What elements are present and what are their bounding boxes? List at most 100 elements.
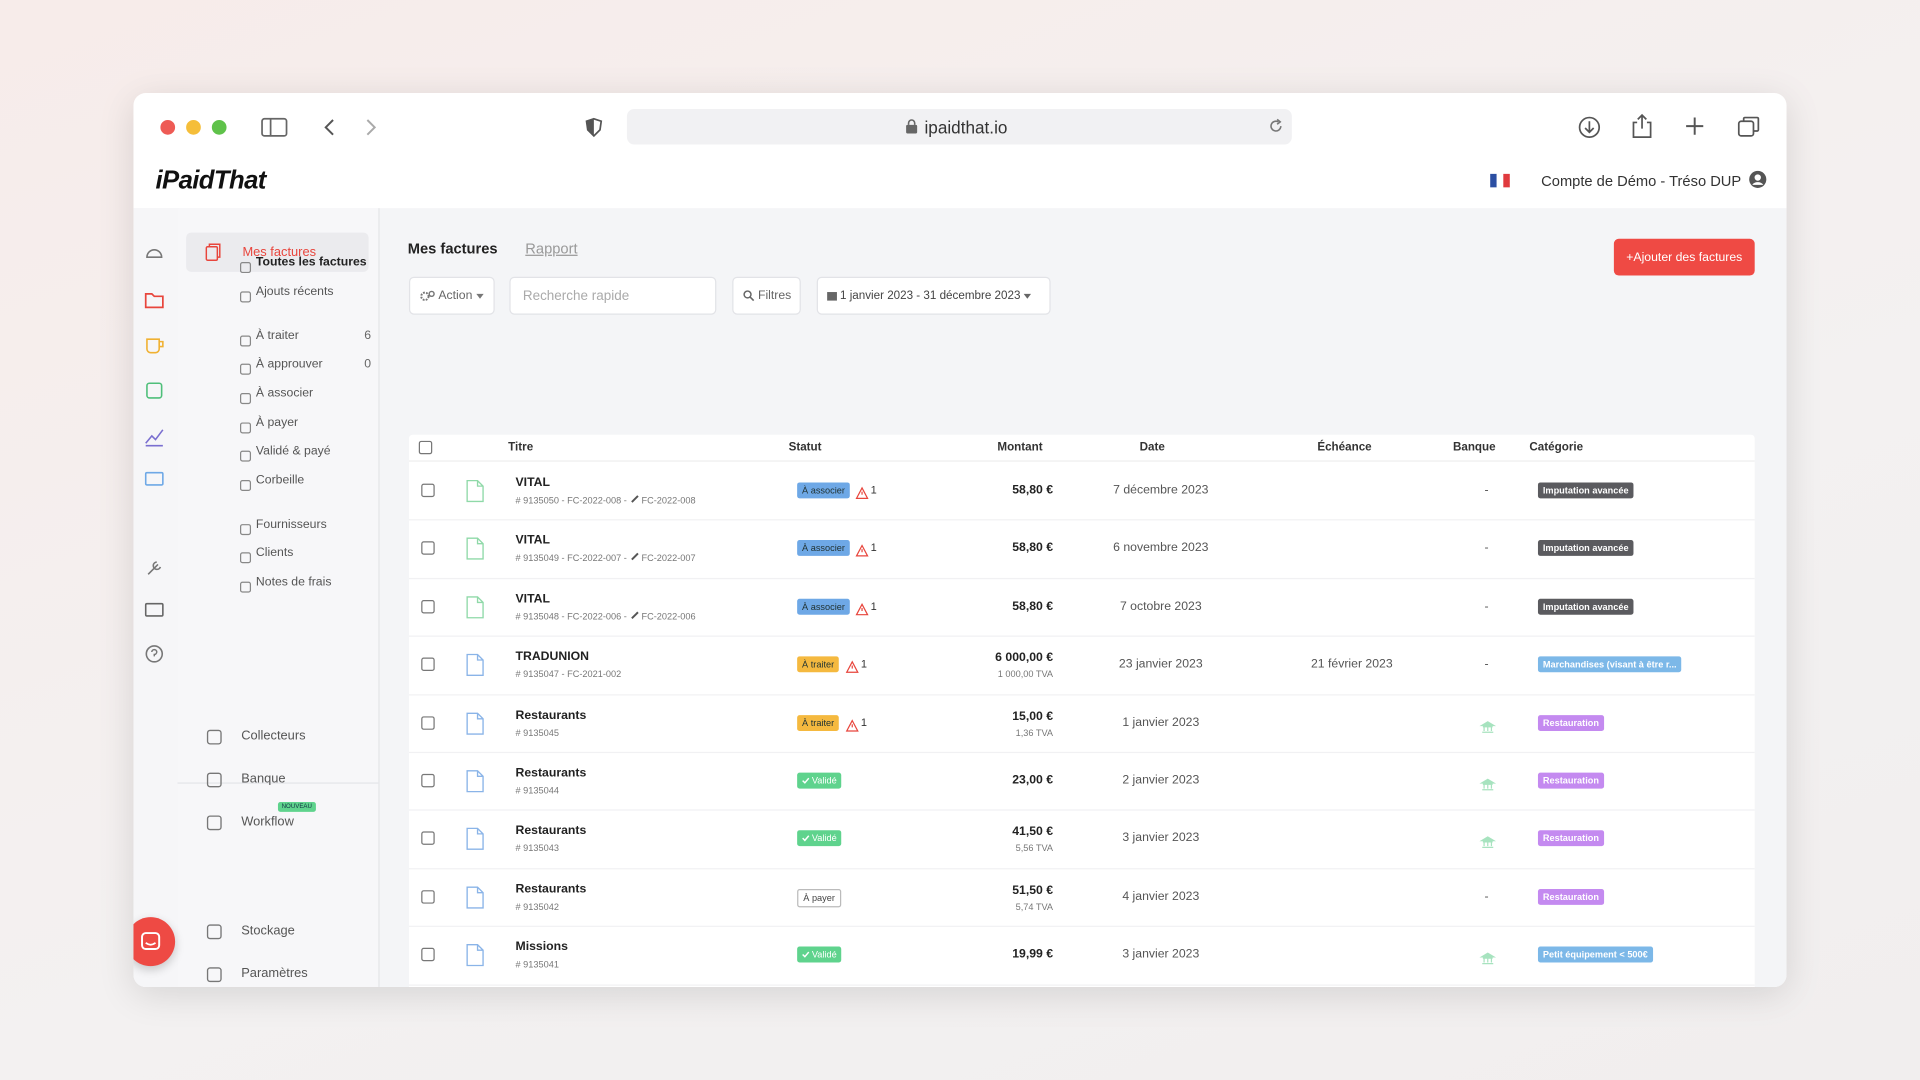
category-badge[interactable]: Restauration	[1537, 888, 1604, 905]
flag[interactable]	[1490, 173, 1510, 188]
nav-item[interactable]: À approuver	[255, 357, 323, 372]
nav-item[interactable]: Ajouts récents	[255, 285, 334, 299]
nav-item[interactable]: À traiter	[255, 329, 299, 343]
invoice-title[interactable]: VITAL	[515, 476, 550, 490]
back[interactable]	[322, 118, 337, 138]
share[interactable]	[1632, 113, 1652, 139]
help-icon[interactable]	[144, 644, 164, 664]
column-header: Statut	[788, 440, 822, 455]
ref-text: # 9135045	[515, 726, 559, 738]
checkbox[interactable]	[418, 440, 433, 455]
zoom[interactable]	[211, 120, 227, 135]
category-badge[interactable]: Restauration	[1537, 772, 1604, 789]
nav-icon-svg	[240, 524, 252, 536]
checkbox[interactable]	[421, 483, 435, 498]
bank: -	[1484, 541, 1489, 556]
search-input[interactable]: Recherche rapide	[509, 276, 717, 315]
nav-item[interactable]: Stockage	[241, 923, 295, 938]
warning-icon-svg	[855, 486, 869, 499]
date-range[interactable]: 1 janvier 2023 - 31 décembre 2023	[816, 276, 1051, 315]
category-badge[interactable]: Restauration	[1537, 830, 1604, 847]
invoice-title[interactable]: TRADUNION	[515, 650, 589, 664]
checkbox[interactable]	[421, 947, 435, 962]
warning-icon	[855, 600, 869, 622]
nav-item[interactable]: Banque	[241, 771, 286, 787]
warning-icon-svg	[855, 544, 869, 558]
tab[interactable]: Rapport	[525, 240, 578, 258]
checkbox[interactable]	[421, 715, 435, 730]
reload[interactable]	[1269, 118, 1284, 134]
invoice-title[interactable]: Restaurants	[515, 882, 587, 897]
nav-icon-svg	[240, 552, 252, 564]
forward[interactable]	[364, 118, 379, 138]
nav-icon	[205, 243, 221, 261]
nav-icon-svg	[240, 335, 252, 347]
sidebar-toggle[interactable]	[261, 117, 288, 138]
nav-item[interactable]: À payer	[255, 416, 299, 430]
nav-icon-svg	[240, 291, 252, 303]
tabs-overview[interactable]	[1737, 116, 1760, 138]
category-badge[interactable]: Imputation avancée	[1537, 598, 1634, 615]
rail-icons	[144, 249, 164, 617]
downloads[interactable]	[1578, 116, 1601, 139]
checkbox[interactable]	[421, 657, 435, 672]
ref-text: # 9135043	[515, 842, 559, 854]
nav-item[interactable]: Workflow	[241, 814, 294, 829]
nav-count: 0	[364, 357, 372, 372]
pencil	[631, 495, 639, 503]
amount: 41,50 €	[1012, 825, 1054, 840]
invoice-title[interactable]: VITAL	[515, 592, 550, 606]
checkbox[interactable]	[421, 773, 435, 788]
chat-icon	[141, 932, 161, 950]
check-icon	[802, 833, 810, 844]
nav-icon-svg	[240, 450, 252, 462]
checkbox[interactable]	[421, 831, 435, 846]
close[interactable]	[160, 120, 176, 135]
add-invoices-button[interactable]: +Ajouter des factures	[1613, 238, 1755, 276]
invoice-ref: # 9135044	[516, 785, 559, 796]
nav-item[interactable]: Notes de frais	[255, 575, 332, 589]
invoice-title[interactable]: Restaurants	[515, 824, 587, 839]
tab-active[interactable]: Mes factures	[407, 240, 498, 258]
nav-item[interactable]: À associer	[255, 386, 314, 401]
alert-count: 1	[870, 483, 877, 496]
minimize[interactable]	[186, 120, 201, 135]
invoice-ref: # 9135047 - FC-2021-002	[516, 669, 622, 680]
filters-button[interactable]: Filtres	[732, 276, 801, 315]
user-icon[interactable]	[1749, 170, 1767, 188]
invoice-title[interactable]: VITAL	[515, 534, 550, 548]
category-badge[interactable]: Restauration	[1537, 714, 1604, 731]
chat-button[interactable]	[133, 917, 176, 967]
invoice-title[interactable]: Missions	[515, 940, 568, 955]
bank-icon-svg	[1479, 952, 1497, 965]
bank: -	[1484, 599, 1489, 614]
check	[802, 835, 810, 842]
amount: 19,99 €	[1012, 947, 1054, 962]
nav-item[interactable]: Clients	[255, 546, 294, 560]
logo[interactable]: iPaidThat	[155, 166, 267, 195]
nav-item[interactable]: Fournisseurs	[255, 517, 327, 532]
nav-item[interactable]: Paramètres	[241, 966, 308, 981]
account-name[interactable]: Compte de Démo - Tréso DUP	[1541, 172, 1742, 190]
nav-item[interactable]: Toutes les factures	[255, 255, 367, 270]
url-bar[interactable]: ipaidthat.io	[626, 108, 1292, 145]
shield[interactable]	[585, 117, 603, 138]
nav-item[interactable]: Validé & payé	[255, 444, 331, 458]
invoice-title[interactable]: Restaurants	[515, 766, 587, 781]
nav-count: 6	[364, 329, 372, 343]
category-badge[interactable]: Imputation avancée	[1537, 540, 1634, 557]
category-badge[interactable]: Imputation avancée	[1537, 482, 1634, 499]
category-badge[interactable]: Marchandises (visant à être r...	[1537, 656, 1682, 673]
new-tab[interactable]	[1686, 117, 1704, 135]
category-badge[interactable]: Petit équipement < 500€	[1537, 946, 1653, 963]
nav-icon	[240, 359, 252, 381]
checkbox[interactable]	[421, 599, 435, 614]
document-icon	[466, 654, 484, 682]
checkbox[interactable]	[421, 889, 435, 904]
active-nav[interactable]: Mes factures	[186, 232, 369, 272]
nav-item[interactable]: Corbeille	[255, 473, 305, 488]
invoice-title[interactable]: Restaurants	[515, 708, 587, 722]
action-dropdown[interactable]: Action	[408, 276, 495, 315]
checkbox[interactable]	[421, 541, 435, 556]
nav-item[interactable]: Collecteurs	[241, 728, 306, 744]
